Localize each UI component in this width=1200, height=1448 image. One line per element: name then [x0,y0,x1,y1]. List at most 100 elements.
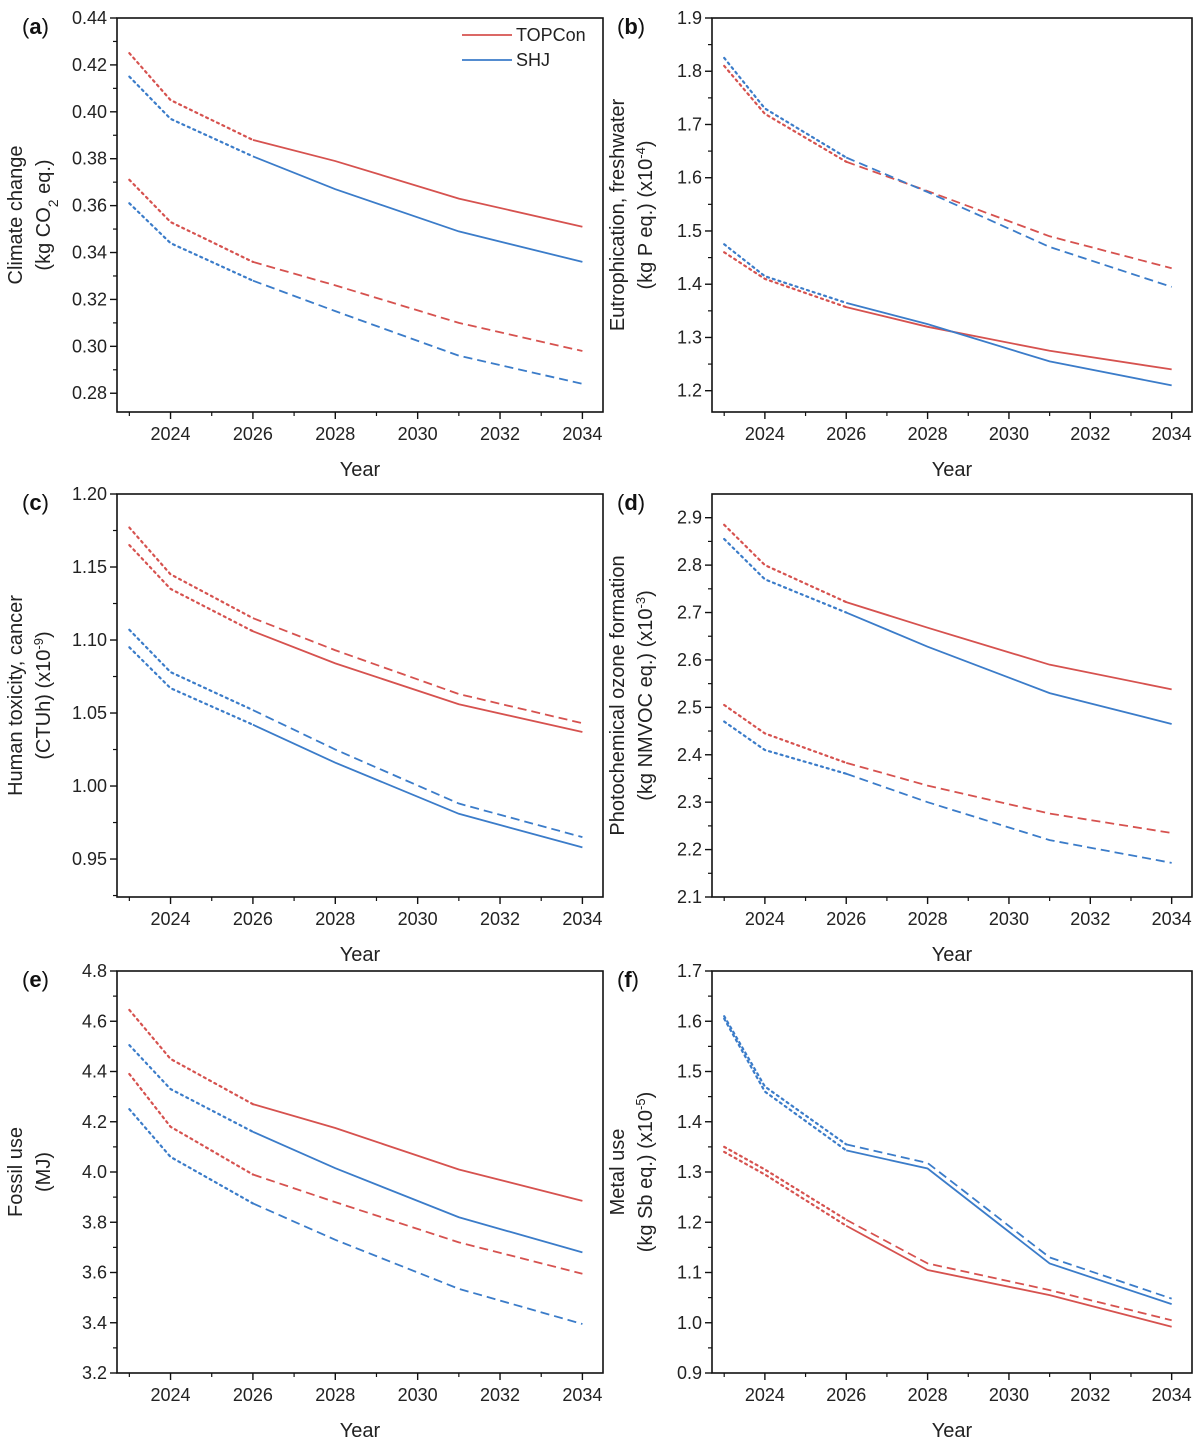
x-tick-label: 2030 [398,424,438,444]
x-tick-label: 2030 [989,424,1029,444]
series-line-dashed [252,279,583,385]
y-tick-label: 1.20 [72,484,107,504]
y-axis-label: Climate change [5,146,27,285]
series-topcon-solid [723,1150,1172,1328]
y-axis-label-part: ) [635,590,657,597]
y-tick-label: 1.7 [677,114,702,134]
panel-label-letter: b [624,14,637,39]
series-line-dotted [128,1008,255,1106]
panel-label-paren: ( [22,14,30,39]
y-tick-label: 0.34 [72,243,107,263]
x-tick-label: 2028 [908,1385,948,1405]
x-tick-label: 2026 [826,424,866,444]
x-tick-label: 2028 [315,1385,355,1405]
series-line-dashed [252,261,583,352]
y-tick-label: 1.0 [677,1313,702,1333]
x-tick-label: 2034 [562,909,602,929]
y-tick-label: 1.4 [677,1112,702,1132]
panel-label: (d) [617,490,645,515]
plot-frame [116,17,604,413]
series-line-dotted [723,703,848,764]
panel-label: (c) [22,490,49,515]
y-tick-label: 2.6 [677,650,702,670]
series-shj-solid [723,537,1172,725]
y-tick-label: 1.7 [677,961,702,981]
y-axis-label: Photochemical ozone formation [607,555,629,835]
y-tick-label: 2.7 [677,603,702,623]
series-line-solid [252,1103,583,1202]
panel-label-paren: ) [638,490,645,515]
x-tick-label: 2028 [315,424,355,444]
legend-label: TOPCon [516,25,586,45]
panel-label-paren: ( [617,490,625,515]
series-line-dotted [723,1150,848,1227]
panel-c: 0.95 1.00 1.05 1.10 1.15 1.20 2024 2026 2028 2030… [5,484,604,966]
y-axis-label: (kg Sb eq.) (x10-5) [633,1092,658,1253]
y-axis-label: (kg P eq.) (x10-4) [633,140,658,289]
series-line-dashed [845,160,1172,270]
panel-label-paren: ( [22,967,30,992]
y-axis-label-part: (CTUh) (x10 [33,650,55,760]
y-tick-label: 1.5 [677,221,702,241]
series-line-dotted [128,202,255,282]
series-shj-dashed [128,202,583,385]
y-tick-label: 1.15 [72,557,107,577]
series-line-dotted [723,251,848,309]
y-tick-label: 1.8 [677,61,702,81]
legend: TOPCon SHJ [462,25,586,70]
y-tick-label: 2.3 [677,792,702,812]
x-tick-label: 2028 [908,424,948,444]
series-line-solid [845,1224,1172,1328]
y-axis-label-part: Eutrophication, freshwater [607,98,629,331]
x-tick-label: 2026 [233,909,273,929]
y-tick-label: 1.00 [72,776,107,796]
series-line-solid [846,301,1172,387]
x-tick-label: 2024 [745,424,785,444]
y-axis-label-part: (kg NMVOC eq.) (x10 [635,608,657,800]
y-tick-label: 3.2 [82,1363,107,1383]
y-axis-label: Eutrophication, freshwater [607,98,629,331]
series-line-dotted [128,1072,255,1176]
y-tick-label: 0.44 [72,8,107,28]
y-axis-label-part: Climate change [5,146,27,285]
x-tick-label: 2028 [315,909,355,929]
y-axis-label: (CTUh) (x10-9) [31,631,56,759]
series-line-dashed [845,1218,1172,1322]
plot-frame [116,493,604,898]
x-tick-label: 2026 [826,909,866,929]
panel-label-paren: ) [42,967,49,992]
series-shj-solid [128,646,583,849]
y-tick-label: 0.28 [72,383,107,403]
x-axis-label: Year [340,459,381,481]
series-topcon-dashed [723,1145,1172,1322]
y-tick-label: 1.3 [677,327,702,347]
series-line-dotted [723,56,848,159]
y-tick-label: 0.36 [72,196,107,216]
x-axis-label: Year [932,1420,973,1442]
series-shj-dashed [723,720,1172,864]
plot-frame [116,970,604,1374]
y-tick-label: 1.5 [677,1062,702,1082]
x-tick-label: 2032 [480,424,520,444]
y-tick-label: 1.1 [677,1263,702,1283]
panel-label-paren: ( [22,490,30,515]
series-shj-dashed [723,56,1172,288]
series-line-solid [252,1130,583,1254]
y-axis-label-part: Human toxicity, cancer [5,595,27,796]
y-tick-label: 1.3 [677,1162,702,1182]
y-tick-label: 4.2 [82,1112,107,1132]
series-shj-dashed [128,1108,583,1325]
panel-label-paren: ) [632,967,639,992]
series-line-dotted [723,523,848,604]
y-tick-label: 3.8 [82,1212,107,1232]
panel-d: 2.1 2.2 2.3 2.4 2.5 2.6 2.7 2.8 2.9 2024 2026 2028 2… [607,490,1193,966]
y-axis-label-part: -4 [633,147,648,159]
y-axis-label-part: (kg P eq.) (x10 [635,159,657,290]
y-tick-label: 1.2 [677,1212,702,1232]
series-shj-dashed [723,1015,1172,1300]
y-axis-label-part: (MJ) [33,1152,55,1192]
panel-label-letter: a [29,14,42,39]
y-tick-label: 1.10 [72,630,107,650]
x-tick-label: 2032 [1070,1385,1110,1405]
series-line-dotted [723,1145,848,1221]
